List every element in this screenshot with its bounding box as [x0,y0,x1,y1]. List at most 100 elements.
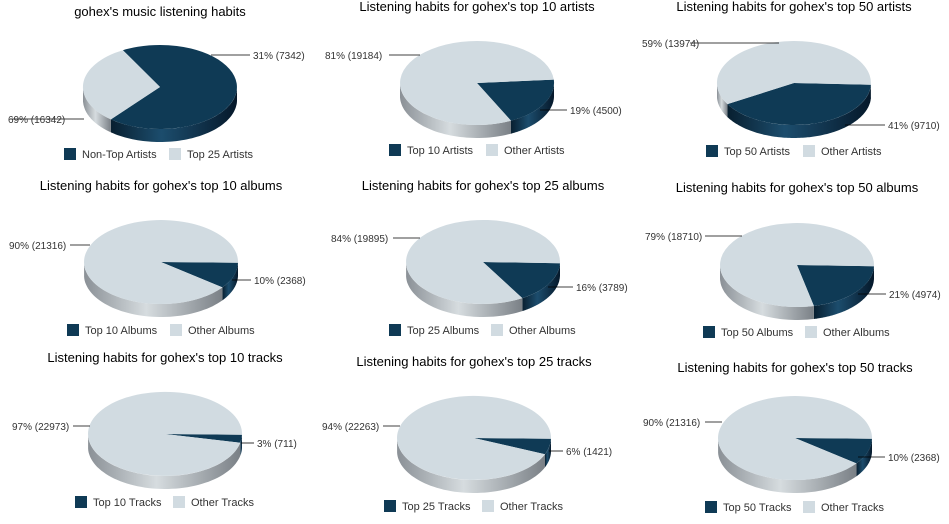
legend-swatch [703,326,715,338]
pie-slice [84,220,239,305]
pie-chart-1: gohex's music listening habits 69% (16342… [8,4,305,161]
pie-slice [483,262,560,299]
legend-label: Top 25 Artists [187,149,254,161]
slice-data-label: 90% (21316) [9,241,66,252]
legend-swatch [173,496,185,508]
pie-side-other [717,83,728,118]
legend-swatch [64,148,76,160]
legend-label: Top 25 Tracks [402,501,471,513]
legend-label: Top 10 Tracks [93,497,162,509]
pie-chart-2: Listening habits for gohex's top 10 arti… [325,0,622,157]
legend-label: Top 50 Albums [721,327,794,339]
pie-side-other [720,265,814,320]
slice-data-label: 69% (16342) [8,115,65,126]
pie-chart-7: Listening habits for gohex's top 10 trac… [12,350,297,509]
legend-swatch [482,500,494,512]
chart-title: Listening habits for gohex's top 25 trac… [356,354,592,369]
pie-slice [82,50,160,120]
pie-slice [797,265,874,306]
pie-side-top [545,438,551,468]
pie-slice [474,438,551,455]
pie-slice [397,395,552,480]
pie-side-top [522,263,560,312]
legend-swatch [705,501,717,513]
legend-swatch [491,324,503,336]
pie-chart-4: Listening habits for gohex's top 10 albu… [9,178,306,337]
pie-side-top [511,83,554,134]
pie-side-other [84,263,223,317]
pie-slice [727,83,871,125]
slice-data-label: 16% (3789) [576,283,628,294]
pie-chart-8: Listening habits for gohex's top 25 trac… [322,354,612,513]
legend-swatch [75,496,87,508]
slice-data-label: 97% (22973) [12,422,69,433]
legend-label: Other Artists [504,145,565,157]
pie-slice [795,438,872,464]
legend-label: Top 50 Tracks [723,502,792,514]
legend-swatch [486,144,498,156]
slice-data-label: 79% (18710) [645,232,702,243]
legend-swatch [389,324,401,336]
pie-side-top [856,438,872,477]
legend-label: Other Albums [509,325,576,337]
pie-side-other [397,439,545,493]
legend-label: Top 10 Albums [85,325,158,337]
pie-side-other [400,84,511,138]
slice-data-label: 21% (4974) [889,290,941,301]
chart-title: Listening habits for gohex's top 10 arti… [359,0,595,14]
legend-swatch [389,144,401,156]
pie-slice [165,434,242,443]
chart-title: gohex's music listening habits [74,4,246,19]
legend-swatch [805,326,817,338]
pie-chart-9: Listening habits for gohex's top 50 trac… [643,360,940,514]
legend-label: Other Albums [188,325,255,337]
legend-label: Other Tracks [500,501,563,513]
pie-side-top [222,262,238,301]
pie-chart-6: Listening habits for gohex's top 50 albu… [645,180,941,339]
pie-side-top [813,266,874,319]
slice-data-label: 41% (9710) [888,121,940,132]
legend-swatch [384,500,396,512]
slice-data-label: 6% (1421) [566,447,612,458]
pie-chart-3: Listening habits for gohex's top 50 arti… [642,0,940,158]
slice-data-label: 94% (22263) [322,422,379,433]
pie-chart-5: Listening habits for gohex's top 25 albu… [331,178,628,337]
chart-title: Listening habits for gohex's top 50 trac… [677,360,913,375]
legend-label: Other Tracks [191,497,254,509]
pie-slice [88,391,243,476]
legend-label: Other Artists [821,146,882,158]
slice-data-label: 19% (4500) [570,106,622,117]
legend-swatch [67,324,79,336]
legend-label: Other Tracks [821,502,884,514]
chart-title: Listening habits for gohex's top 10 trac… [47,350,283,365]
legend-swatch [803,501,815,513]
pie-side-top [110,87,237,142]
legend-label: Top 10 Artists [407,145,474,157]
pie-slice [477,79,555,121]
pie-slice [110,45,237,130]
slice-data-label: 59% (13974) [642,39,699,50]
chart-title: Listening habits for gohex's top 10 albu… [40,178,283,193]
pie-side-other [718,439,857,493]
pie-slice [400,41,554,126]
pie-slice [718,396,873,481]
slice-data-label: 3% (711) [257,439,297,450]
slice-data-label: 81% (19184) [325,51,382,62]
chart-title: Listening habits for gohex's top 50 arti… [676,0,912,14]
legend-label: Top 50 Artists [724,146,791,158]
chart-title: Listening habits for gohex's top 25 albu… [362,178,605,193]
legend-label: Top 25 Albums [407,325,480,337]
pie-slice [406,219,561,304]
chart-title: Listening habits for gohex's top 50 albu… [676,180,919,195]
slice-data-label: 10% (2368) [888,453,940,464]
legend-swatch [170,324,182,336]
pie-side-top [240,434,242,456]
slice-data-label: 10% (2368) [254,276,306,287]
pie-side-other [83,87,111,133]
pie-side-other [406,263,523,317]
legend-swatch [169,148,181,160]
slice-data-label: 90% (21316) [643,418,700,429]
legend-label: Non-Top Artists [82,149,157,161]
pie-slice [716,40,871,105]
